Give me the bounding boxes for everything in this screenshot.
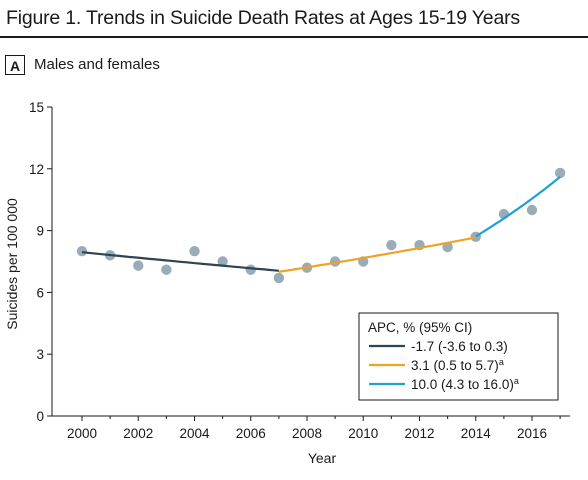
data-point [217, 256, 228, 267]
y-axis-label: Suicides per 100 000 [4, 198, 20, 330]
data-point [189, 246, 200, 257]
legend-superscript: a [499, 357, 504, 367]
y-tick-label: 12 [29, 162, 44, 177]
legend-superscript: a [514, 376, 519, 386]
figure-title: Figure 1. Trends in Suicide Death Rates … [6, 7, 520, 29]
axes: 0 3 6 9 12 15 2000 2002 2004 2006 2008 2010 2012 2014… [29, 100, 570, 441]
x-tick-label: 2004 [179, 426, 210, 441]
trend-lines [81, 176, 561, 273]
x-tick-label: 2012 [404, 426, 434, 441]
y-tick-label: 15 [29, 100, 44, 115]
legend-title: APC, % (95% CI) [368, 320, 472, 335]
legend-entry: -1.7 (-3.6 to 0.3) [411, 339, 508, 354]
data-point [554, 167, 566, 179]
data-point [76, 246, 88, 257]
data-point [133, 260, 144, 271]
title-rule [0, 36, 588, 38]
y-tick-label: 6 [36, 285, 44, 300]
x-tick-label: 2006 [236, 426, 266, 441]
x-tick-label: 2008 [292, 426, 322, 441]
data-point [526, 204, 538, 216]
y-tick-label: 9 [36, 224, 44, 239]
trend-segment [278, 236, 477, 273]
trend-segment [81, 251, 280, 272]
y-tick-label: 0 [36, 409, 44, 424]
x-axis-label: Year [308, 450, 337, 466]
panel-label: Males and females [34, 56, 160, 73]
data-point [386, 239, 397, 251]
data-point [442, 241, 453, 253]
x-tick-label: 2014 [461, 426, 492, 441]
x-tick-label: 2016 [517, 426, 547, 441]
legend-entry: 10.0 (4.3 to 16.0)a [411, 376, 519, 392]
y-tick-label: 3 [36, 347, 44, 362]
legend-entry: 3.1 (0.5 to 5.7)a [411, 357, 504, 373]
x-tick-label: 2010 [348, 426, 378, 441]
x-tick-label: 2000 [67, 426, 97, 441]
x-tick-label: 2002 [123, 426, 153, 441]
legend-box [358, 312, 559, 401]
trend-segment [475, 176, 561, 238]
data-point [161, 264, 172, 275]
legend: APC, % (95% CI) -1.7 (-3.6 to 0.3) 3.1 (0.… [358, 312, 559, 401]
panel-letter: A [5, 55, 25, 75]
data-point [245, 264, 256, 275]
data-point [273, 272, 285, 284]
